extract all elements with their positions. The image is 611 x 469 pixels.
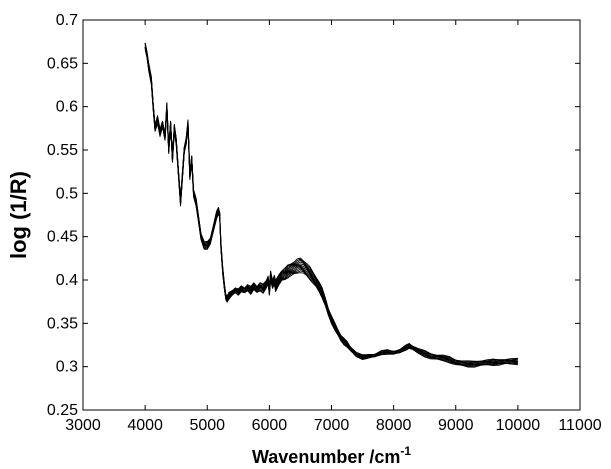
y-tick-label: 0.5 — [56, 185, 78, 202]
y-tick-label: 0.45 — [47, 229, 78, 246]
series-layer — [144, 42, 518, 368]
y-tick-label: 0.6 — [56, 99, 78, 116]
x-tick-label: 5000 — [189, 417, 225, 434]
y-axis-title: log (1/R) — [6, 171, 31, 259]
y-tick-label: 0.4 — [56, 272, 78, 289]
y-tick-label: 0.35 — [47, 315, 78, 332]
y-tick-label: 0.25 — [47, 402, 78, 419]
x-tick-label: 9000 — [438, 417, 474, 434]
x-axis-title-text: Wavenumber /cm — [252, 447, 400, 467]
x-tick-label: 7000 — [314, 417, 350, 434]
x-axis-title: Wavenumber /cm-1 — [252, 444, 411, 467]
x-tick-label: 3000 — [65, 417, 101, 434]
y-tick-label: 0.55 — [47, 142, 78, 159]
spectrum-line — [144, 42, 518, 362]
x-axis-title-superscript: -1 — [400, 444, 411, 458]
y-tick-label: 0.7 — [56, 12, 78, 29]
ticks-layer: 3000 4000 5000 6000 7000 8000 9000 10000 11000 0.… — [47, 12, 602, 434]
x-tick-label: 4000 — [127, 417, 163, 434]
x-tick-label: 6000 — [252, 417, 288, 434]
y-tick-label: 0.3 — [56, 359, 78, 376]
x-tick-label: 11000 — [558, 417, 601, 434]
x-tick-label: 10000 — [496, 417, 541, 434]
x-tick-label: 8000 — [376, 417, 412, 434]
y-tick-label: 0.65 — [47, 55, 78, 72]
